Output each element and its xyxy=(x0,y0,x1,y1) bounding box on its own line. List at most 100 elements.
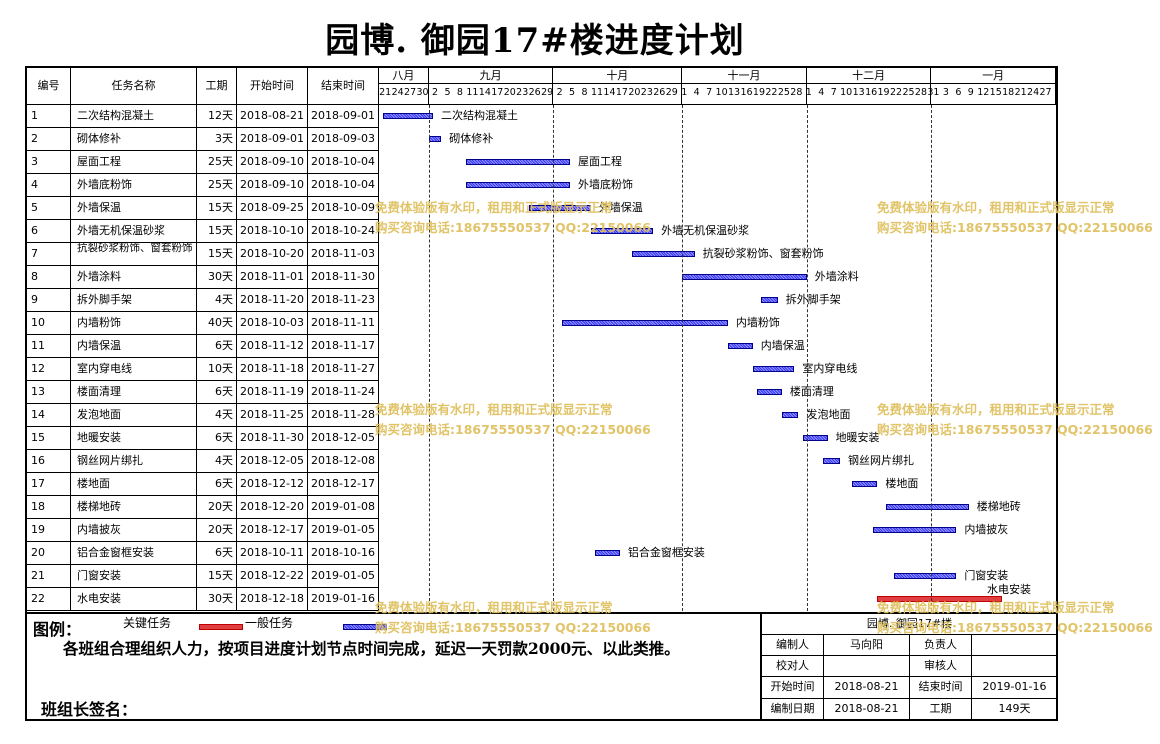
task-end-cell: 2018-10-24 xyxy=(308,220,379,243)
task-bar xyxy=(802,435,828,441)
task-bar xyxy=(682,274,807,280)
day-tick-label: 23 xyxy=(640,87,653,98)
day-tick-label: 22 xyxy=(765,87,778,98)
task-end-cell: 2018-09-03 xyxy=(308,128,379,151)
critical-task-label: 关键任务 xyxy=(123,616,172,630)
task-name-cell: 钢丝网片绑扎 xyxy=(71,450,197,473)
task-duration-cell: 3天 xyxy=(197,128,237,151)
day-tick-label: 4 xyxy=(693,87,700,98)
task-name-cell: 地暖安装 xyxy=(71,427,197,450)
watermark-line: 购买咨询电话:18675550537 QQ:22150066 xyxy=(877,422,1153,437)
day-tick-label: 6 xyxy=(955,87,962,98)
task-duration-cell: 15天 xyxy=(197,565,237,588)
task-start-cell: 2018-11-25 xyxy=(237,404,308,427)
day-tick-label: 29 xyxy=(541,87,554,98)
task-id-cell: 16 xyxy=(27,450,71,473)
day-tick-label: 28 xyxy=(790,87,803,98)
day-tick-label: 1 xyxy=(681,87,688,98)
day-tick-label: 24 xyxy=(391,87,404,98)
month-days-cell xyxy=(553,84,683,105)
task-start-cell: 2018-10-10 xyxy=(237,220,308,243)
task-name-cell: 抗裂砂浆粉饰、窗套粉饰 xyxy=(71,243,197,266)
task-name-cell: 室内穿电线 xyxy=(71,358,197,381)
day-tick-label: 5 xyxy=(444,87,451,98)
day-tick-label: 19 xyxy=(752,87,766,98)
month-header: 十月 xyxy=(553,68,683,84)
task-end-cell: 2019-01-08 xyxy=(308,496,379,519)
task-start-cell: 2018-09-25 xyxy=(237,197,308,220)
info-responsible xyxy=(972,635,1056,656)
task-id-cell: 11 xyxy=(27,335,71,358)
day-tick-label: 16 xyxy=(865,87,878,98)
task-duration-cell: 4天 xyxy=(197,289,237,312)
task-start-cell: 2018-09-10 xyxy=(237,151,308,174)
day-tick-label: 17 xyxy=(491,87,504,98)
task-start-cell: 2018-12-18 xyxy=(237,588,308,611)
task-bar xyxy=(823,458,841,464)
task-name-cell: 水电安装 xyxy=(71,588,197,611)
task-start-cell: 2018-09-01 xyxy=(237,128,308,151)
month-divider xyxy=(931,105,933,611)
day-tick-label: 24 xyxy=(1027,87,1040,98)
day-tick-label: 14 xyxy=(478,87,491,98)
day-tick-label: 21 xyxy=(379,87,392,98)
task-bar-label: 水电安装 xyxy=(987,583,1031,596)
month-header: 一月 xyxy=(931,68,1056,84)
task-bar xyxy=(383,113,433,119)
info-duration: 149天 xyxy=(972,699,1056,719)
task-duration-cell: 10天 xyxy=(197,358,237,381)
day-tick-label: 18 xyxy=(1002,87,1015,98)
watermark-line: 购买咨询电话:18675550537 QQ:22150066 xyxy=(375,620,651,635)
day-tick-label: 11 xyxy=(466,87,479,98)
task-start-cell: 2018-11-18 xyxy=(237,358,308,381)
task-bar-label: 外墙保温 xyxy=(598,201,643,214)
day-tick-label: 7 xyxy=(830,87,837,98)
task-bar-label: 外墙无机保温砂浆 xyxy=(661,224,750,237)
header-start: 开始时间 xyxy=(237,68,308,105)
watermark-line: 购买咨询电话:18675550537 QQ:22150066 xyxy=(877,620,1153,635)
task-id-cell: 17 xyxy=(27,473,71,496)
watermark-text: 免费体验版有水印，租用和正式版显示正常 购买咨询电话:18675550537 QQ… xyxy=(375,198,651,238)
task-bar-label: 二次结构混凝土 xyxy=(440,109,518,122)
info-reviewer xyxy=(972,656,1056,677)
day-tick-label: 17 xyxy=(615,87,628,98)
task-bar xyxy=(761,297,778,303)
task-id-cell: 6 xyxy=(27,220,71,243)
month-divider xyxy=(806,105,808,611)
task-id-cell: 13 xyxy=(27,381,71,404)
watermark-line: 免费体验版有水印，租用和正式版显示正常 xyxy=(877,402,1115,417)
task-id-cell: 21 xyxy=(27,565,71,588)
day-tick-label: 20 xyxy=(628,87,641,98)
task-name-cell: 楼梯地砖 xyxy=(71,496,197,519)
task-name-cell: 楼地面 xyxy=(71,473,197,496)
task-duration-cell: 20天 xyxy=(197,519,237,542)
day-tick-label: 3 xyxy=(942,87,949,98)
task-bar xyxy=(466,182,571,188)
info-checker-label: 校对人 xyxy=(762,656,824,677)
task-end-cell: 2019-01-05 xyxy=(308,565,379,588)
critical-task-swatch xyxy=(199,624,243,630)
task-bar-label: 屋面工程 xyxy=(578,155,623,168)
day-tick-label: 14 xyxy=(603,87,616,98)
task-end-cell: 2018-11-30 xyxy=(308,266,379,289)
task-name-cell: 发泡地面 xyxy=(71,404,197,427)
day-tick-label: 31 xyxy=(927,87,940,98)
task-name-cell: 二次结构混凝土 xyxy=(71,105,197,128)
task-bar-label: 楼梯地砖 xyxy=(976,500,1021,513)
task-end-cell: 2019-01-16 xyxy=(308,588,379,611)
day-tick-label: 10 xyxy=(840,87,853,98)
info-date-label: 编制日期 xyxy=(762,699,824,719)
task-start-cell: 2018-11-12 xyxy=(237,335,308,358)
task-start-cell: 2018-12-22 xyxy=(237,565,308,588)
task-bar-label: 外墙底粉饰 xyxy=(578,178,634,191)
task-end-cell: 2018-12-17 xyxy=(308,473,379,496)
watermark-line: 购买咨询电话:18675550537 QQ:22150066 xyxy=(375,422,651,437)
normal-task-label: 一般任务 xyxy=(245,616,294,630)
month-header: 十一月 xyxy=(682,68,807,84)
day-tick-label: 11 xyxy=(590,87,604,98)
day-tick-label: 13 xyxy=(728,87,741,98)
day-tick-label: 26 xyxy=(653,87,666,98)
day-tick-label: 7 xyxy=(706,87,713,98)
month-divider xyxy=(428,105,430,611)
task-name-cell: 内墙保温 xyxy=(71,335,197,358)
